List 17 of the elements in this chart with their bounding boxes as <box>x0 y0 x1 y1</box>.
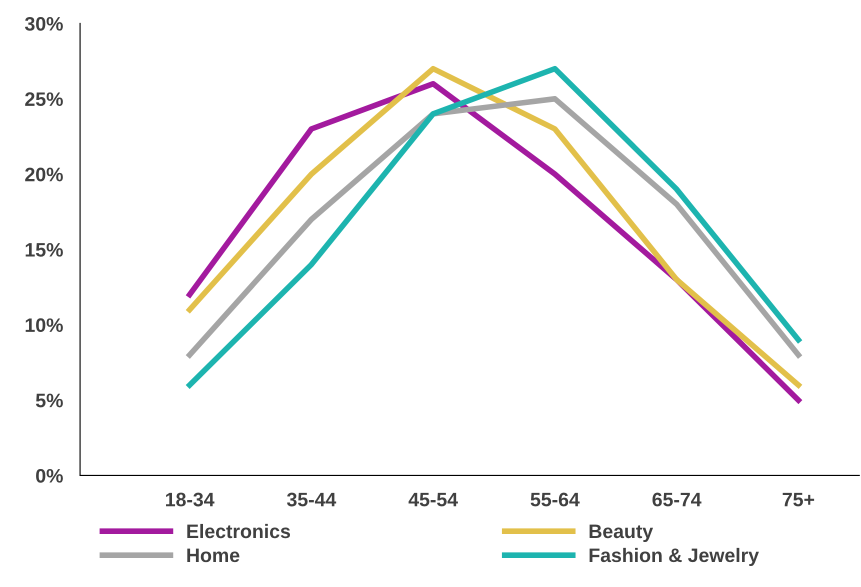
y-tick-label: 30% <box>24 16 63 31</box>
x-tick-label: 75+ <box>782 492 814 506</box>
y-tick-label: 25% <box>25 92 63 106</box>
y-tick-label: 0% <box>36 468 63 483</box>
x-tick-label: 55-64 <box>530 492 580 506</box>
y-tick-label: 15% <box>26 242 63 257</box>
legend-label: Fashion & Jewelry <box>590 548 759 566</box>
legend-label: Electronics <box>187 524 290 538</box>
x-tick-label: 18-34 <box>166 492 214 506</box>
x-tick-label: 65-74 <box>652 492 702 506</box>
x-tick-label: 45-54 <box>408 492 458 506</box>
legend-label: Beauty <box>590 524 654 542</box>
y-tick-label: 20% <box>25 168 63 182</box>
y-tick-label: 5% <box>36 394 63 408</box>
legend-label: Home <box>187 548 240 562</box>
y-tick-label: 10% <box>26 318 63 332</box>
x-tick-label: 35-44 <box>286 492 336 506</box>
